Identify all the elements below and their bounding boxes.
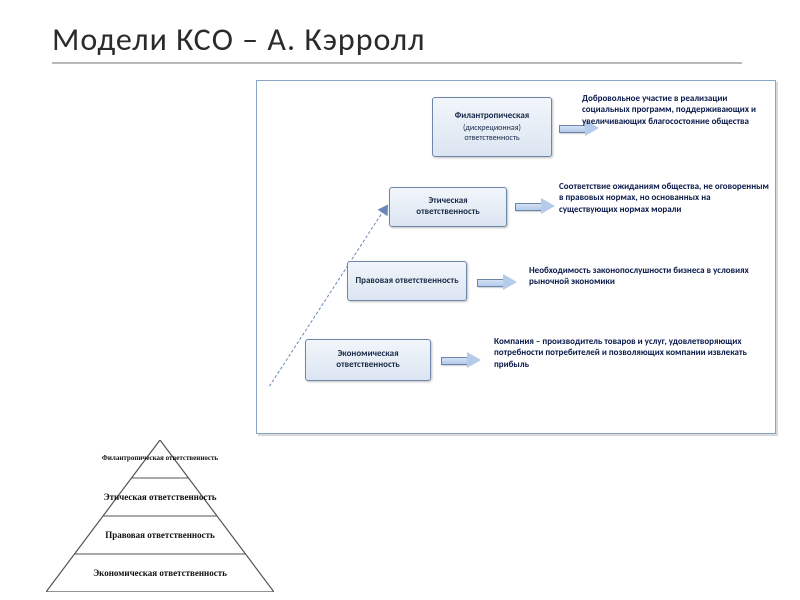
carroll-pyramid: Филантропическая ответственность Этическ…	[46, 440, 274, 592]
box-philanthropic: Филантропическая (дискреционная) ответст…	[432, 97, 552, 157]
pyramid-label-economic: Экономическая ответственность	[46, 568, 274, 578]
box-legal: Правовая ответственность	[347, 261, 467, 301]
box-philanthropic-title: Филантропическая	[455, 111, 530, 122]
desc-ethical: Соответствие ожиданиям общества, не огов…	[559, 181, 771, 215]
pyramid-label-legal: Правовая ответственность	[46, 530, 274, 540]
pyramid-label-philanthropic: Филантропическая ответственность	[46, 454, 274, 462]
desc-legal: Необходимость законопослушности бизнеса …	[529, 265, 759, 288]
box-philanthropic-subtitle: (дискреционная) ответственность	[439, 123, 545, 143]
arrow-economic	[441, 353, 481, 367]
desc-philanthropic: Добровольное участие в реализации социал…	[582, 93, 767, 127]
box-economic: Экономическая ответственность	[305, 339, 431, 381]
box-ethical-title: Этическая ответственность	[396, 196, 500, 218]
box-ethical: Этическая ответственность	[389, 187, 507, 227]
desc-economic: Компания – производитель товаров и услуг…	[494, 336, 769, 370]
stair-diagram-frame: Филантропическая (дискреционная) ответст…	[256, 80, 776, 434]
arrow-ethical	[515, 199, 555, 213]
pyramid-label-ethical: Этическая ответственность	[46, 492, 274, 502]
page-title: Модели КСО – А. Кэрролл	[52, 20, 425, 59]
title-underline	[52, 62, 742, 64]
arrow-legal	[477, 275, 517, 289]
box-legal-title: Правовая ответственность	[355, 276, 458, 287]
box-economic-title: Экономическая ответственность	[312, 349, 424, 371]
